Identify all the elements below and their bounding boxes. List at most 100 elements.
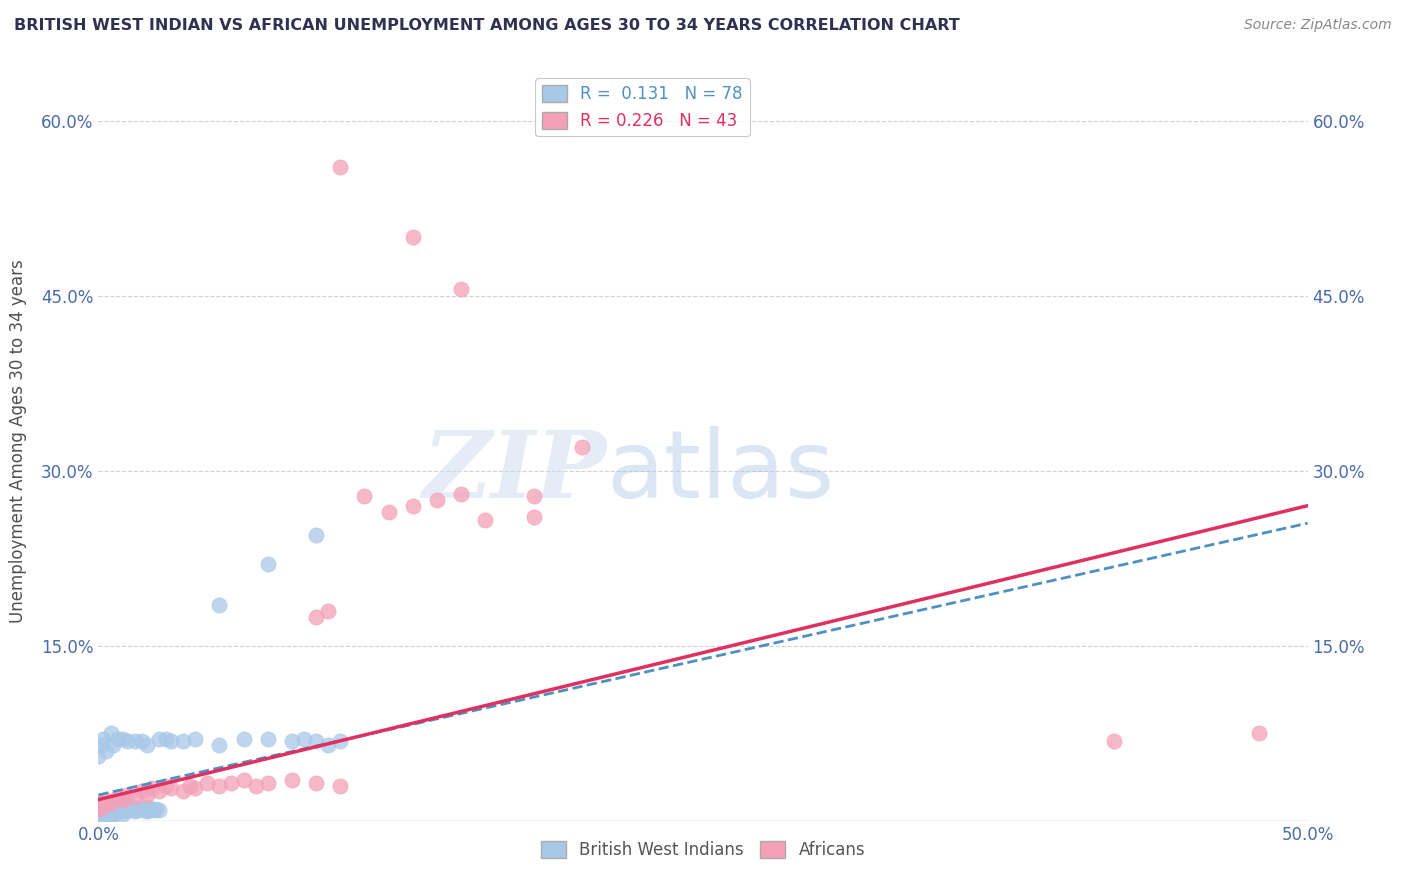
Point — [127, 803, 149, 817]
Point — [184, 731, 207, 746]
Y-axis label: Unemployment Among Ages 30 to 34 years: Unemployment Among Ages 30 to 34 years — [10, 260, 27, 624]
Point — [91, 805, 114, 819]
Point — [450, 487, 472, 501]
Point — [474, 513, 496, 527]
Point — [87, 807, 110, 822]
Point — [184, 780, 207, 795]
Point — [124, 805, 146, 819]
Point — [232, 772, 254, 787]
Point — [111, 792, 134, 806]
Point — [281, 772, 304, 787]
Point — [208, 598, 231, 612]
Point — [128, 802, 150, 816]
Point — [292, 731, 315, 746]
Point — [114, 799, 136, 814]
Point — [90, 802, 112, 816]
Point — [117, 734, 139, 748]
Point — [117, 788, 139, 802]
Point — [87, 811, 110, 825]
Point — [94, 744, 117, 758]
Text: atlas: atlas — [606, 425, 835, 518]
Point — [138, 803, 160, 817]
Point — [221, 776, 243, 790]
Point — [94, 803, 117, 817]
Point — [111, 731, 134, 746]
Point — [97, 801, 120, 815]
Point — [135, 738, 157, 752]
Point — [91, 799, 114, 814]
Point — [305, 776, 328, 790]
Point — [100, 796, 122, 810]
Point — [124, 790, 146, 805]
Point — [523, 510, 546, 524]
Point — [148, 784, 170, 798]
Point — [107, 790, 129, 805]
Point — [135, 788, 157, 802]
Point — [87, 814, 110, 828]
Point — [107, 805, 129, 820]
Legend: British West Indians, Africans: British West Indians, Africans — [534, 834, 872, 865]
Point — [402, 499, 425, 513]
Point — [131, 802, 153, 816]
Point — [402, 230, 425, 244]
Point — [316, 604, 339, 618]
Point — [124, 799, 146, 814]
Point — [104, 802, 127, 816]
Point — [91, 731, 114, 746]
Point — [571, 441, 593, 455]
Point — [131, 734, 153, 748]
Point — [94, 807, 117, 822]
Point — [155, 731, 177, 746]
Point — [100, 803, 122, 817]
Point — [281, 734, 304, 748]
Point — [100, 726, 122, 740]
Point — [100, 807, 122, 822]
Point — [232, 731, 254, 746]
Point — [91, 799, 114, 814]
Point — [101, 801, 124, 815]
Point — [117, 803, 139, 817]
Point — [305, 734, 328, 748]
Point — [124, 734, 146, 748]
Point — [135, 799, 157, 814]
Point — [90, 806, 112, 821]
Point — [114, 805, 136, 819]
Point — [160, 780, 183, 795]
Point — [90, 796, 112, 810]
Point — [90, 738, 112, 752]
Point — [107, 731, 129, 746]
Point — [87, 799, 110, 814]
Point — [316, 738, 339, 752]
Point — [195, 776, 218, 790]
Point — [108, 805, 131, 819]
Point — [256, 557, 278, 571]
Point — [523, 489, 546, 503]
Point — [135, 805, 157, 819]
Point — [256, 731, 278, 746]
Point — [329, 734, 352, 748]
Point — [353, 489, 375, 503]
Point — [118, 802, 141, 816]
Point — [256, 776, 278, 790]
Text: ZIP: ZIP — [422, 427, 606, 516]
Point — [377, 504, 399, 518]
Point — [101, 805, 124, 820]
Point — [148, 803, 170, 817]
Point — [450, 282, 472, 296]
Point — [160, 734, 183, 748]
Point — [134, 803, 156, 817]
Text: BRITISH WEST INDIAN VS AFRICAN UNEMPLOYMENT AMONG AGES 30 TO 34 YEARS CORRELATIO: BRITISH WEST INDIAN VS AFRICAN UNEMPLOYM… — [14, 18, 960, 33]
Text: Source: ZipAtlas.com: Source: ZipAtlas.com — [1244, 18, 1392, 32]
Point — [305, 609, 328, 624]
Point — [94, 798, 117, 813]
Point — [87, 802, 110, 816]
Point — [148, 731, 170, 746]
Point — [87, 796, 110, 810]
Point — [208, 738, 231, 752]
Point — [90, 810, 112, 824]
Point — [426, 492, 449, 507]
Point — [121, 803, 143, 817]
Point — [1102, 734, 1125, 748]
Point — [155, 779, 177, 793]
Point — [97, 806, 120, 821]
